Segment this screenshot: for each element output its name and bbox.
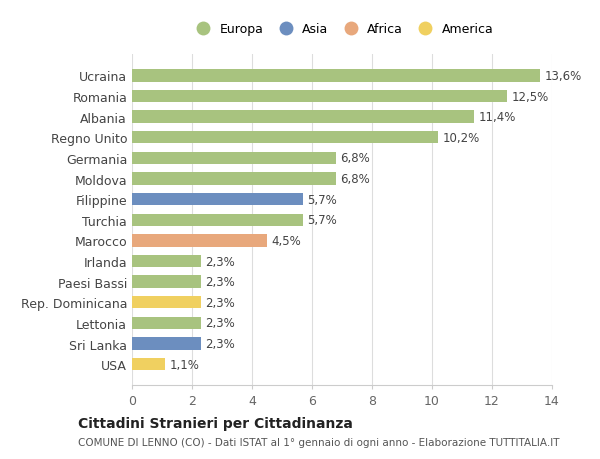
Text: 4,5%: 4,5%: [271, 235, 301, 247]
Text: 13,6%: 13,6%: [545, 70, 582, 83]
Bar: [132, 194, 303, 206]
Text: 2,3%: 2,3%: [205, 296, 235, 309]
Bar: [132, 297, 201, 309]
Bar: [132, 70, 540, 83]
Text: COMUNE DI LENNO (CO) - Dati ISTAT al 1° gennaio di ogni anno - Elaborazione TUTT: COMUNE DI LENNO (CO) - Dati ISTAT al 1° …: [78, 437, 560, 447]
Legend: Europa, Asia, Africa, America: Europa, Asia, Africa, America: [185, 18, 499, 41]
Text: 10,2%: 10,2%: [443, 132, 480, 145]
Bar: [132, 255, 201, 268]
Text: 6,8%: 6,8%: [341, 152, 370, 165]
Bar: [132, 152, 336, 165]
Bar: [132, 317, 201, 330]
Bar: [132, 111, 474, 123]
Text: 12,5%: 12,5%: [511, 90, 549, 103]
Text: Cittadini Stranieri per Cittadinanza: Cittadini Stranieri per Cittadinanza: [78, 416, 353, 430]
Bar: [132, 214, 303, 226]
Text: 2,3%: 2,3%: [205, 337, 235, 350]
Text: 11,4%: 11,4%: [479, 111, 516, 124]
Text: 2,3%: 2,3%: [205, 317, 235, 330]
Bar: [132, 276, 201, 288]
Bar: [132, 173, 336, 185]
Bar: [132, 358, 165, 370]
Text: 5,7%: 5,7%: [308, 193, 337, 206]
Bar: [132, 235, 267, 247]
Bar: [132, 132, 438, 144]
Bar: [132, 91, 507, 103]
Text: 1,1%: 1,1%: [170, 358, 199, 371]
Text: 5,7%: 5,7%: [308, 214, 337, 227]
Text: 2,3%: 2,3%: [205, 275, 235, 289]
Text: 6,8%: 6,8%: [341, 173, 370, 185]
Bar: [132, 338, 201, 350]
Text: 2,3%: 2,3%: [205, 255, 235, 268]
